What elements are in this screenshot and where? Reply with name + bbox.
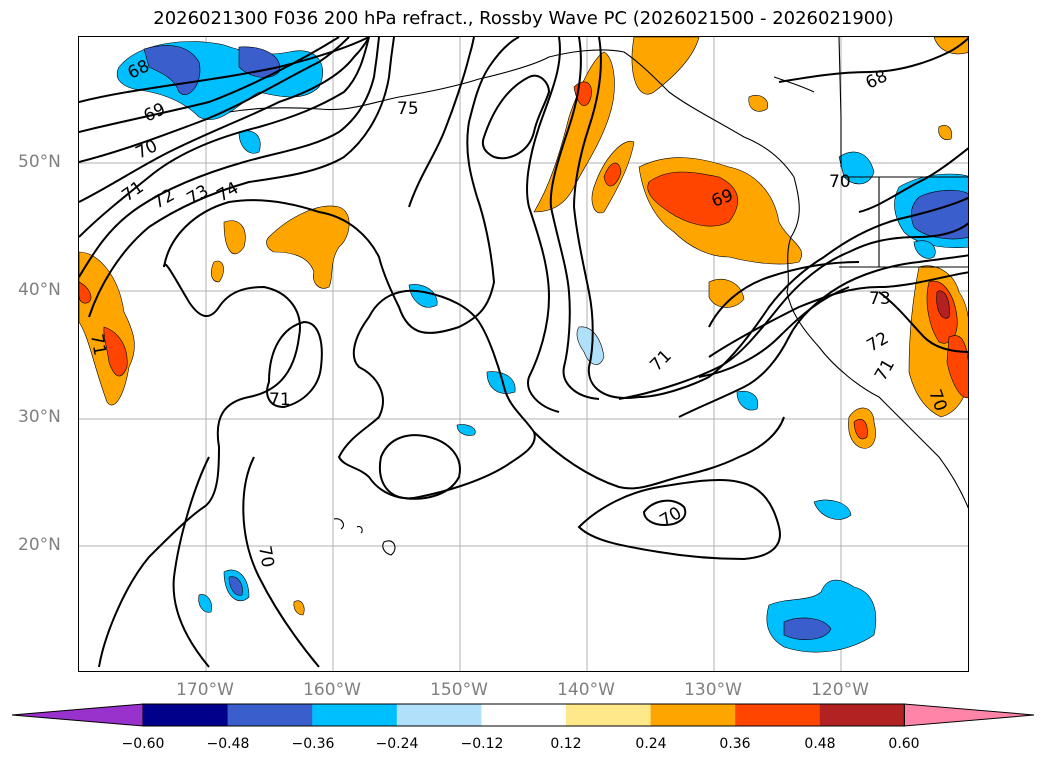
contour-label: 74	[214, 178, 243, 206]
contour-label: 72	[150, 185, 179, 213]
lon-label: 170°W	[176, 680, 234, 700]
lon-label: 130°W	[684, 680, 742, 700]
contour-label: 73	[869, 289, 891, 309]
colorbar-frame	[142, 703, 905, 727]
colorbar-extend-min	[11, 703, 144, 727]
colorbar-segment	[396, 704, 482, 726]
lat-label: 30°N	[18, 407, 61, 427]
colorbar-tick-label: 0.36	[719, 736, 751, 752]
colorbar-segment	[481, 704, 567, 726]
colorbar-tick-label: 0.12	[550, 736, 582, 752]
colorbar-tick-label: −0.36	[291, 736, 335, 752]
colorbar-tick-label: −0.60	[121, 736, 165, 752]
lon-label: 150°W	[430, 680, 488, 700]
colorbar-tick-label: −0.12	[460, 736, 504, 752]
lat-label: 50°N	[18, 152, 61, 172]
colorbar-tick-label: 0.24	[635, 736, 667, 752]
lat-label: 40°N	[18, 280, 61, 300]
contour-label: 70	[657, 503, 686, 531]
colorbar-extend-max	[903, 703, 1035, 727]
colorbar	[11, 703, 1035, 727]
lon-label: 120°W	[811, 680, 869, 700]
contour-label: 71	[646, 346, 675, 375]
lon-label: 160°W	[303, 680, 361, 700]
lat-label: 20°N	[18, 535, 61, 555]
contour-label: 69	[141, 99, 169, 126]
colorbar-segment	[566, 704, 652, 726]
colorbar-tick-label: −0.24	[375, 736, 419, 752]
colorbar-tick-label: 0.60	[888, 736, 920, 752]
map-title: 2026021300 F036 200 hPa refract., Rossby…	[153, 8, 894, 29]
colorbar-segment	[227, 704, 313, 726]
colorbar-segment	[735, 704, 821, 726]
positive-anomalies	[79, 37, 968, 616]
coastlines	[228, 37, 968, 556]
contour-label: 71	[86, 332, 109, 357]
map-canvas: 68 69 70 71 72 73 74 75 71 71 70 70 69 7…	[79, 37, 968, 671]
colorbar-segment	[650, 704, 736, 726]
colorbar-segment	[819, 704, 905, 726]
colorbar-segments	[11, 703, 1035, 727]
lon-label: 140°W	[557, 680, 615, 700]
map-panel: 68 69 70 71 72 73 74 75 71 71 70 70 69 7…	[78, 36, 969, 672]
contours	[79, 37, 968, 668]
colorbar-tick-label: −0.48	[206, 736, 250, 752]
colorbar-tick-label: 0.48	[804, 736, 836, 752]
colorbar-segment	[143, 704, 229, 726]
contour-label: 71	[269, 390, 291, 410]
contour-label: 75	[397, 99, 419, 119]
contour-label: 71	[871, 356, 899, 385]
contour-label: 70	[254, 544, 277, 569]
contour-label: 70	[829, 172, 851, 192]
contour-label: 72	[864, 328, 893, 356]
colorbar-segment	[312, 704, 398, 726]
negative-anomalies	[116, 41, 968, 653]
contour-labels: 68 69 70 71 72 73 74 75 71 71 70 70 69 7…	[86, 56, 950, 569]
